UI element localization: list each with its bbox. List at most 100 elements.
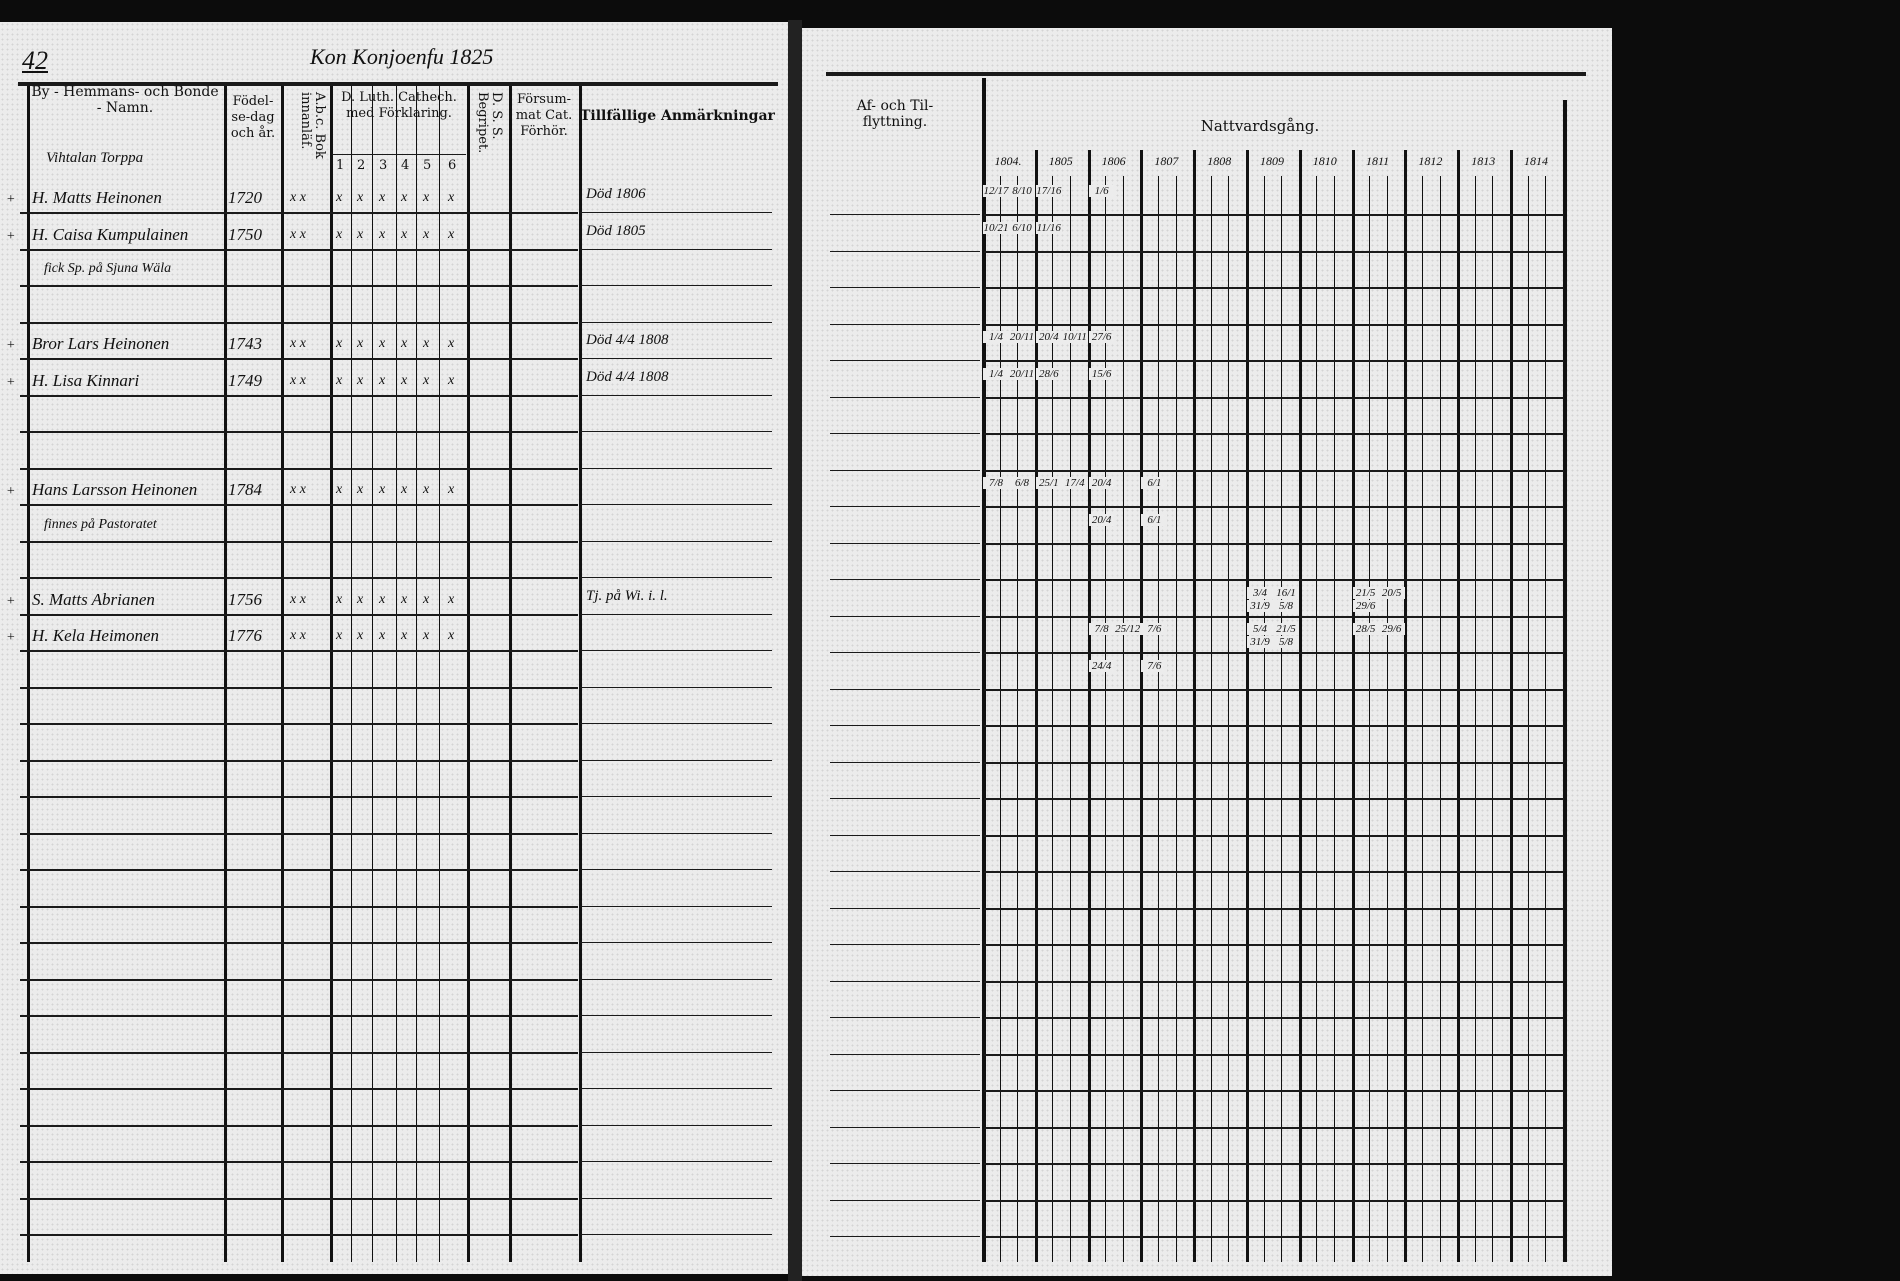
abc-mark: x x bbox=[290, 190, 306, 205]
ruled-line bbox=[20, 1197, 578, 1200]
catechism-mark: x bbox=[401, 190, 408, 205]
ruled-line bbox=[20, 759, 578, 762]
catechism-mark: x bbox=[357, 226, 364, 242]
deceased-mark: + bbox=[6, 192, 16, 207]
communion-date: 25/12 bbox=[1114, 623, 1141, 635]
communion-date: 10/11 bbox=[1061, 331, 1088, 343]
ruled-line bbox=[20, 212, 578, 214]
ruled-line bbox=[830, 834, 980, 836]
ruled-line bbox=[580, 978, 772, 980]
ruled-line bbox=[984, 1126, 1564, 1129]
communion-date: 20/5 bbox=[1378, 586, 1405, 599]
communion-date: 20/11 bbox=[1009, 331, 1035, 343]
ruled-line bbox=[984, 360, 1564, 362]
header-dss: D. S. S. Begripet. bbox=[475, 92, 504, 154]
ruled-line bbox=[580, 723, 772, 724]
communion-date: 17/4 bbox=[1061, 477, 1088, 489]
person-name: H. Kela Heimonen bbox=[32, 626, 160, 645]
header-moves: Af- och Til-flyttning. bbox=[856, 98, 934, 130]
ruled-line bbox=[20, 613, 578, 616]
communion-date: 6/1 bbox=[1141, 477, 1168, 489]
catechism-mark: x bbox=[336, 628, 343, 643]
year-label-1810: 1810 bbox=[1312, 154, 1337, 168]
ruled-line bbox=[20, 394, 578, 397]
catechism-mark: x bbox=[448, 336, 455, 351]
ruled-line bbox=[580, 796, 772, 797]
header-abc-book: A.b.c. Bok innanläf. bbox=[298, 92, 327, 159]
communion-date: 20/4 bbox=[1088, 513, 1115, 526]
ruled-line bbox=[20, 1015, 578, 1017]
ruled-line bbox=[830, 287, 980, 288]
catechism-part-number: 3 bbox=[379, 158, 388, 173]
ruled-line bbox=[580, 321, 772, 323]
person-name: Bror Lars Heinonen bbox=[32, 334, 170, 353]
ruled-line bbox=[20, 869, 578, 871]
ruled-line bbox=[984, 688, 1564, 691]
ruled-line bbox=[830, 652, 980, 653]
ruled-line bbox=[830, 688, 980, 690]
left-page bbox=[0, 22, 790, 1274]
catechism-mark: x bbox=[379, 372, 386, 388]
ruled-line bbox=[830, 1053, 980, 1055]
year-subcolumn-line bbox=[1439, 176, 1441, 1262]
abc-mark: x x bbox=[290, 372, 306, 388]
catechism-mark: x bbox=[423, 628, 430, 643]
deceased-mark: + bbox=[6, 374, 16, 390]
year-column-line bbox=[1193, 150, 1197, 1262]
ruled-line bbox=[580, 504, 772, 505]
year-subcolumn-line bbox=[1175, 176, 1177, 1262]
communion-date: 25/1 bbox=[1035, 477, 1062, 489]
catechism-mark: x bbox=[379, 591, 386, 607]
column-line bbox=[27, 86, 30, 1262]
ruled-line bbox=[830, 907, 980, 909]
ruled-line bbox=[580, 905, 772, 907]
communion-date: 5/8 bbox=[1273, 636, 1299, 648]
ruled-line bbox=[580, 650, 772, 651]
year-subcolumn-line bbox=[1052, 176, 1054, 1262]
column-line bbox=[224, 86, 227, 1262]
abc-mark: x x bbox=[290, 591, 306, 607]
header-rule bbox=[18, 82, 778, 86]
catechism-mark: x bbox=[357, 336, 364, 351]
ruled-line bbox=[830, 725, 980, 726]
ruled-line bbox=[830, 761, 980, 763]
ruled-line bbox=[580, 942, 772, 943]
ruled-line bbox=[20, 723, 578, 725]
ruled-line bbox=[20, 431, 578, 433]
catechism-mark: x bbox=[423, 482, 430, 497]
catechism-mark: x bbox=[379, 190, 386, 205]
catechism-mark: x bbox=[336, 336, 343, 351]
ruled-line bbox=[580, 431, 772, 432]
header-remarks: Tillfällige Anmärkningar bbox=[580, 108, 775, 124]
column-line bbox=[1563, 100, 1567, 1262]
year-label-1807: 1807 bbox=[1154, 154, 1179, 168]
catechism-mark: x bbox=[336, 190, 343, 205]
catechism-mark: x bbox=[379, 482, 386, 497]
ruled-line bbox=[984, 250, 1564, 253]
abc-mark: x x bbox=[290, 336, 306, 351]
abc-mark: x x bbox=[290, 226, 306, 242]
communion-date: 6/8 bbox=[1009, 477, 1035, 489]
ruled-line bbox=[580, 540, 772, 542]
ruled-line bbox=[984, 907, 1564, 910]
ruled-line bbox=[580, 759, 772, 761]
header-missed: Försum-mat Cat. Förhör. bbox=[515, 92, 573, 139]
ruled-line bbox=[830, 360, 980, 361]
catechism-mark: x bbox=[401, 226, 408, 242]
book-gutter bbox=[788, 20, 802, 1281]
year-label-1809: 1809 bbox=[1260, 154, 1284, 168]
remark: Död 1806 bbox=[586, 186, 646, 202]
communion-date: 27/6 bbox=[1088, 331, 1115, 343]
communion-date: 29/6 bbox=[1378, 623, 1405, 635]
ruled-line bbox=[580, 686, 772, 688]
ruled-line bbox=[20, 650, 578, 652]
birth-year: 1750 bbox=[228, 224, 262, 244]
abc-mark: x x bbox=[290, 628, 306, 643]
person-note: fick Sp. på Sjuna Wäla bbox=[44, 261, 172, 276]
year-column-line bbox=[1351, 150, 1355, 1262]
column-line bbox=[467, 86, 470, 1262]
ruled-line bbox=[20, 1124, 578, 1127]
ruled-line bbox=[830, 980, 980, 982]
year-label-1814: 1814 bbox=[1524, 154, 1548, 168]
catechism-mark: x bbox=[401, 628, 408, 643]
